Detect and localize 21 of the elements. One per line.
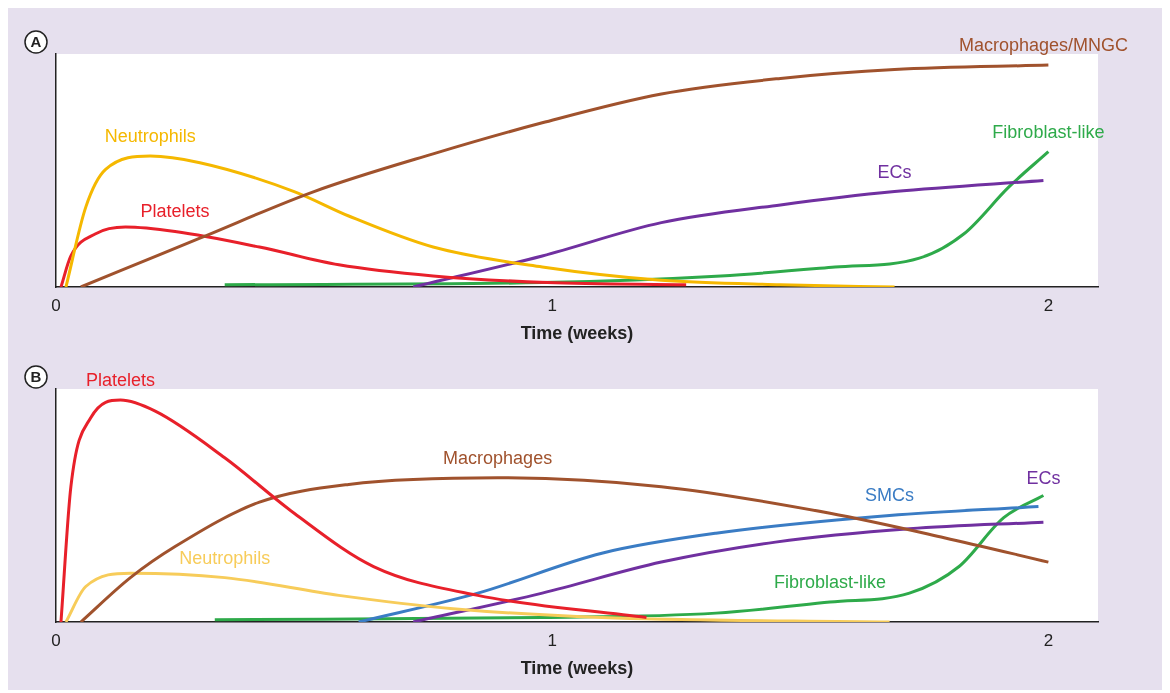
x-axis-title: Time (weeks) xyxy=(520,658,634,679)
x-axis-title: Time (weeks) xyxy=(520,323,634,344)
series-label: Macrophages xyxy=(443,447,553,468)
series-label: Neutrophils xyxy=(179,547,271,568)
x-tick-label: 0 xyxy=(51,630,61,650)
series-label: Fibroblast-like xyxy=(992,121,1105,142)
series-label: Fibroblast-like xyxy=(774,572,887,592)
chart-title: A xyxy=(30,33,42,51)
x-tick-label: 1 xyxy=(547,295,557,315)
series-label: Neutrophils xyxy=(104,126,196,147)
x-tick-label: 0 xyxy=(51,295,61,315)
series-label: Platelets xyxy=(140,201,210,222)
series-label: ECs xyxy=(1026,468,1061,489)
x-tick-label: 2 xyxy=(1043,630,1054,650)
series-label: ECs xyxy=(877,161,912,182)
chart-title: B xyxy=(30,368,42,386)
series-label: SMCs xyxy=(865,485,915,506)
series-label: Platelets xyxy=(85,370,156,391)
x-tick-label: 2 xyxy=(1043,295,1054,315)
x-tick-label: 1 xyxy=(547,630,557,650)
series-label: Macrophages/MNGC xyxy=(958,35,1128,56)
